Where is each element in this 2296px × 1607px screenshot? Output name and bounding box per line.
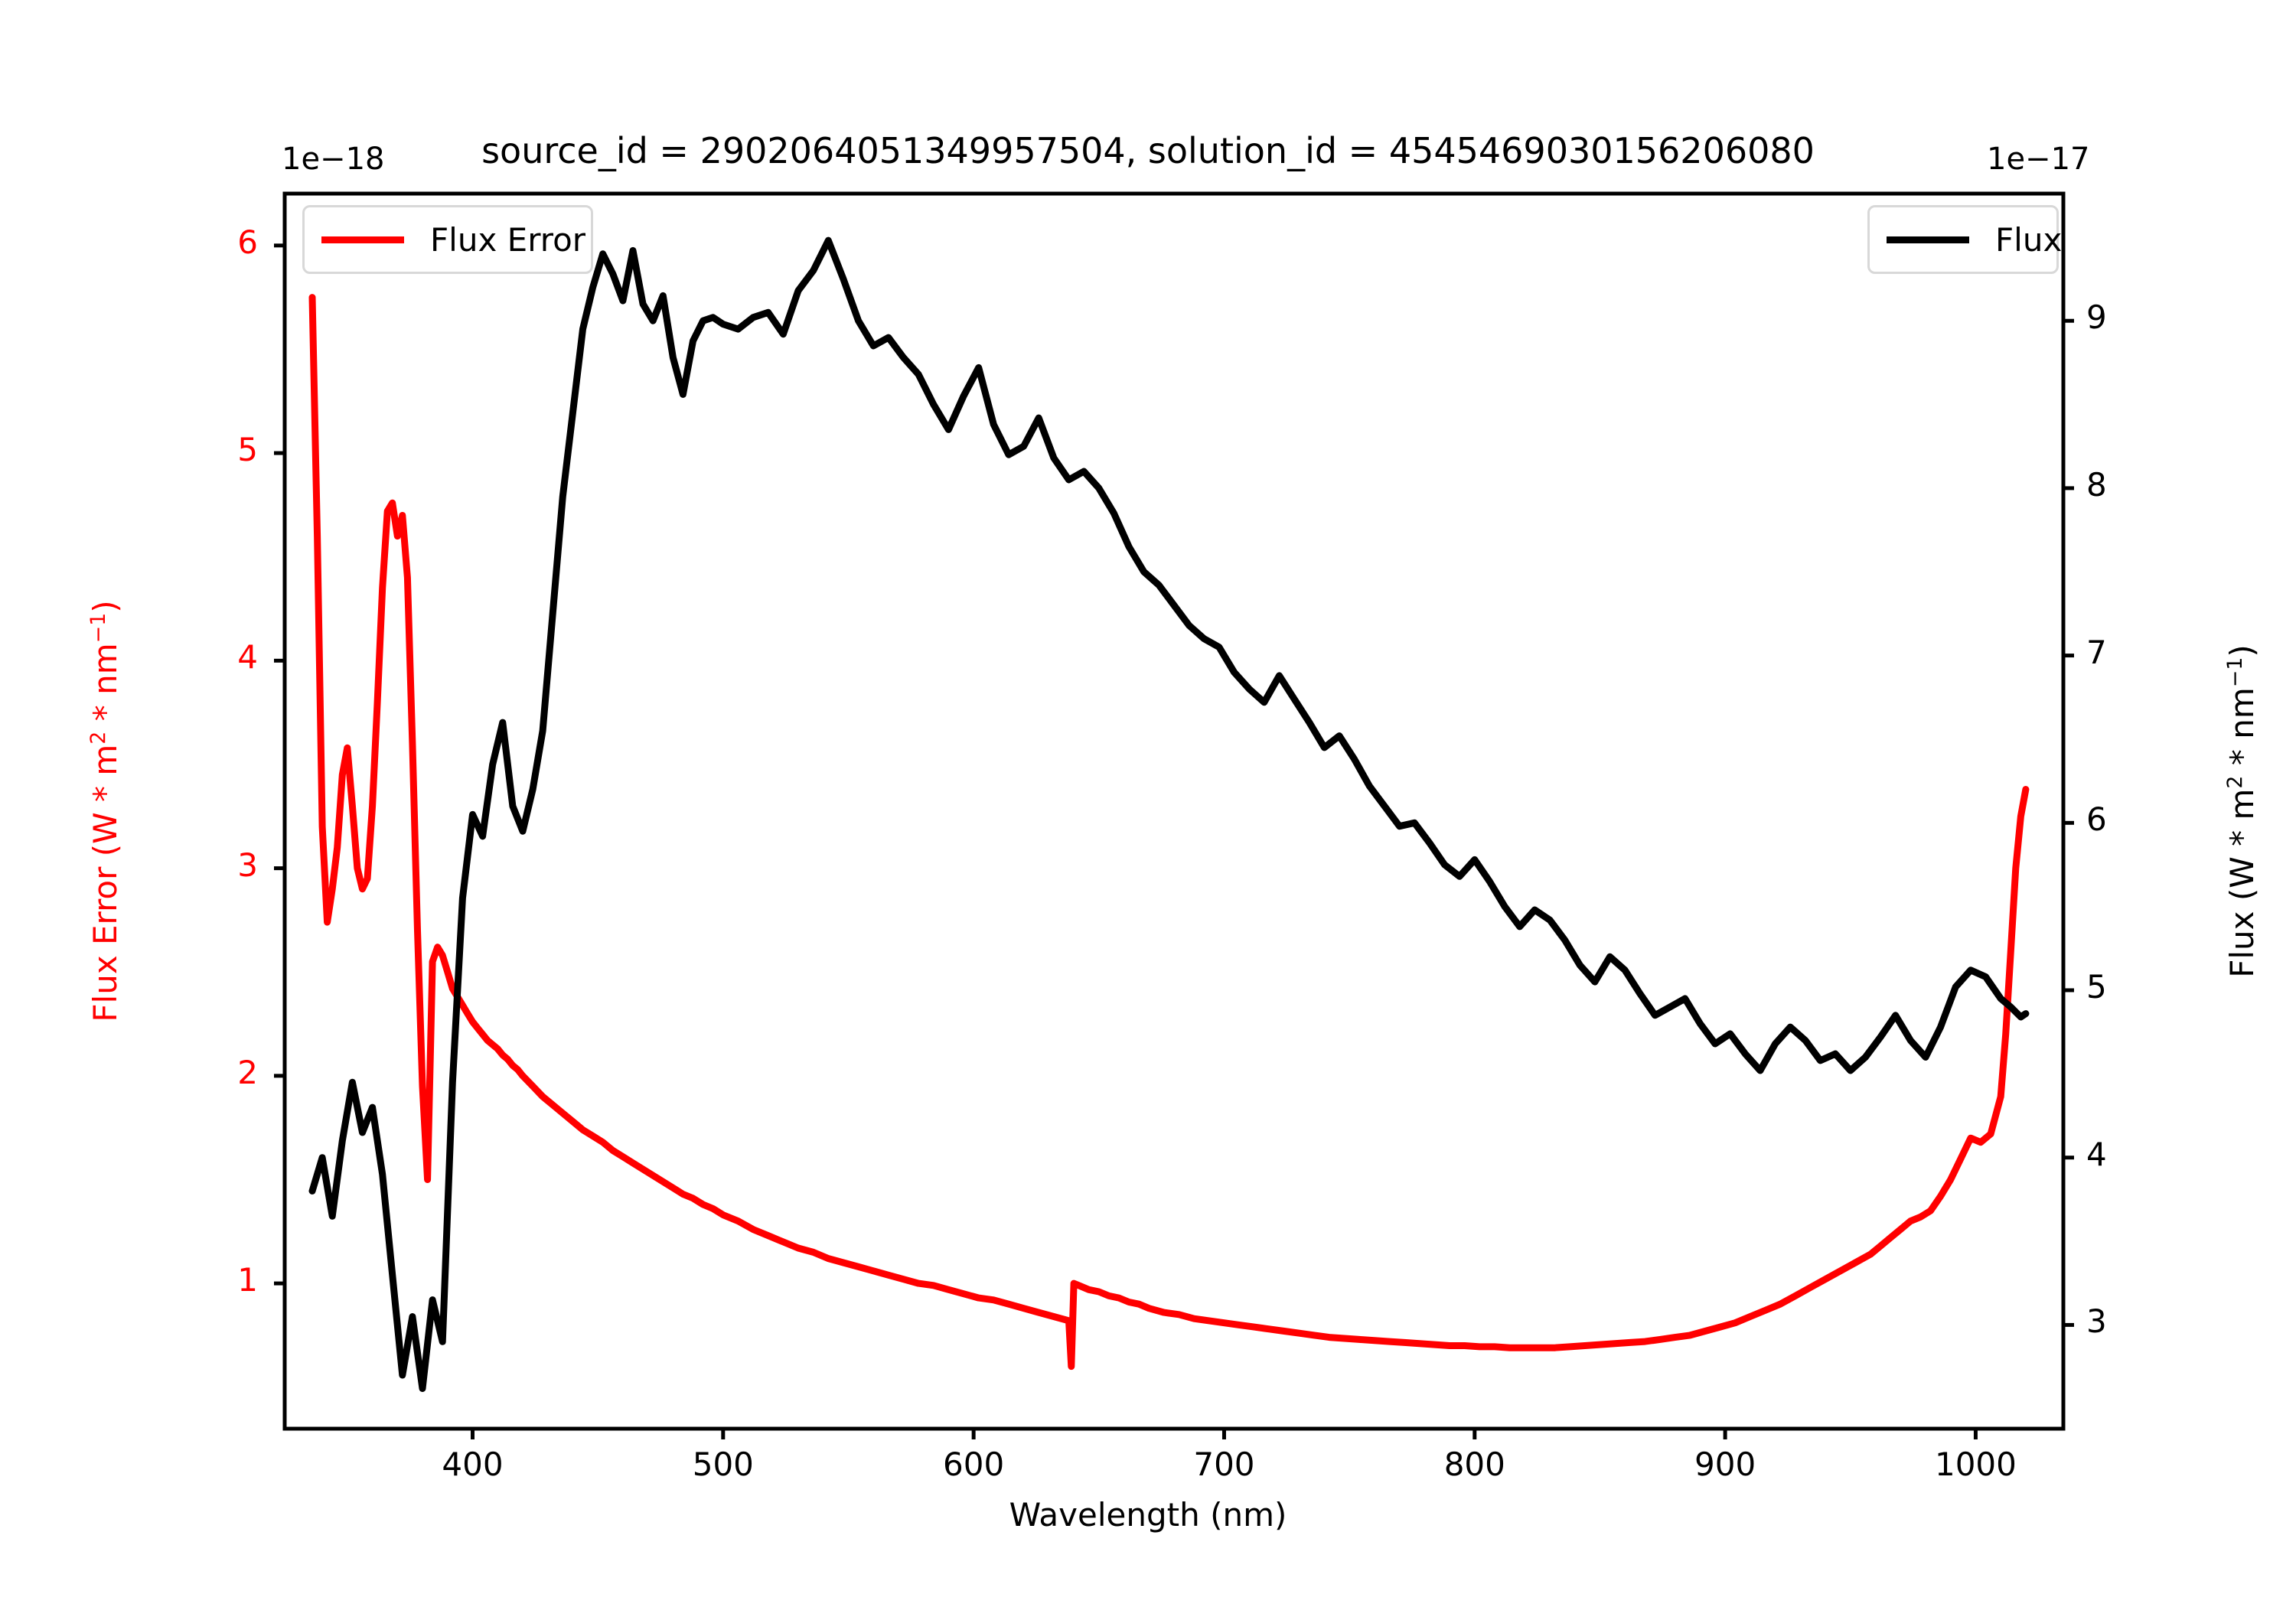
left-y-tick-label: 6: [237, 223, 258, 261]
series-line-flux: [308, 236, 2030, 1392]
right-y-tick-label: 7: [2086, 633, 2107, 671]
left-y-tick-label: 3: [237, 846, 258, 884]
right-y-axis-label: Flux (W * m2 * nm−1): [2223, 644, 2261, 978]
right-y-tick-label: 8: [2086, 465, 2107, 504]
left-y-tick-label: 2: [237, 1053, 258, 1091]
legend-label-flux: Flux: [1995, 220, 2063, 259]
right-axis-offset-text: 1e−17: [1987, 142, 2090, 177]
left-y-axis-label: Flux Error (W * m2 * nm−1): [86, 600, 124, 1022]
legend-line-swatch-flux: [1887, 236, 1969, 243]
x-tick-label: 800: [1443, 1446, 1505, 1483]
x-axis-label: Wavelength (nm): [1009, 1496, 1287, 1534]
x-tick-label: 700: [1193, 1446, 1255, 1483]
right-y-tick-label: 9: [2086, 298, 2107, 337]
x-tick-label: 400: [442, 1446, 504, 1483]
x-tick-label: 600: [943, 1446, 1005, 1483]
right-y-tick-label: 4: [2086, 1135, 2107, 1173]
legend-label-flux-error: Flux Error: [430, 220, 586, 259]
right-y-tick-label: 6: [2086, 800, 2107, 839]
x-tick-label: 1000: [1934, 1446, 2017, 1483]
right-y-tick-label: 5: [2086, 968, 2107, 1006]
legend-flux-error[interactable]: Flux Error: [302, 205, 593, 274]
chart-title: source_id = 2902064051349957504, solutio…: [481, 130, 1815, 171]
series-line-flux-error: [308, 294, 2030, 1371]
left-y-tick-label: 5: [237, 431, 258, 469]
right-y-tick-label: 3: [2086, 1302, 2107, 1341]
left-y-tick-label: 1: [237, 1261, 258, 1299]
legend-line-swatch-flux-error: [321, 236, 404, 243]
left-axis-offset-text: 1e−18: [282, 142, 385, 177]
x-tick-label: 900: [1694, 1446, 1756, 1483]
left-y-tick-label: 4: [237, 638, 258, 676]
x-tick-label: 500: [692, 1446, 754, 1483]
legend-flux[interactable]: Flux: [1867, 205, 2063, 274]
